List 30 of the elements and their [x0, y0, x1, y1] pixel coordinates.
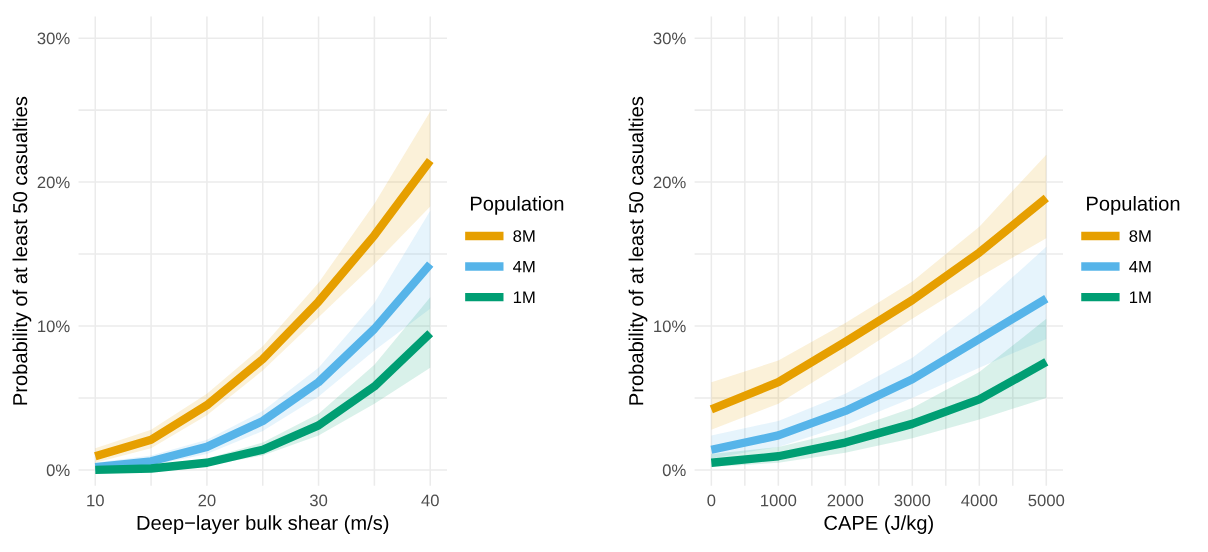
x-axis-title: CAPE (J/kg) — [824, 515, 933, 534]
y-tick-label: 30% — [653, 32, 686, 45]
x-axis-title: Deep−layer bulk shear (m/s) — [137, 515, 389, 534]
x-tick-label: 4000 — [961, 494, 998, 507]
x-tick-label: 20 — [198, 494, 216, 507]
legend-title: Population — [1087, 195, 1180, 215]
y-tick-label: 0% — [662, 464, 686, 477]
y-tick-label: 0% — [46, 464, 70, 477]
y-tick-label: 20% — [37, 176, 70, 189]
x-tick-label: 0 — [707, 494, 716, 507]
legend-label: 8M — [513, 230, 535, 242]
x-tick-label: 40 — [421, 494, 439, 507]
y-tick-label: 10% — [38, 320, 70, 333]
legend-label: 1M — [1130, 291, 1151, 303]
x-tick-label: 10 — [87, 494, 104, 507]
y-tick-label: 10% — [654, 320, 686, 333]
x-tick-label: 2000 — [827, 494, 864, 507]
x-tick-label: 30 — [309, 494, 328, 507]
y-axis-title: Probability of at least 50 casualties — [12, 96, 32, 405]
legend-label: 1M — [513, 291, 535, 303]
y-axis-title: Probability of at least 50 casualties — [628, 96, 648, 405]
legend-label: 4M — [513, 260, 535, 273]
x-tick-label: 5000 — [1028, 494, 1065, 507]
y-tick-label: 20% — [653, 176, 686, 189]
legend-label: 4M — [1129, 260, 1151, 273]
x-tick-label: 1000 — [761, 494, 797, 507]
legend-title: Population — [470, 195, 564, 215]
x-tick-label: 3000 — [894, 494, 931, 507]
legend-label: 8M — [1129, 230, 1151, 242]
y-tick-label: 30% — [37, 32, 70, 45]
